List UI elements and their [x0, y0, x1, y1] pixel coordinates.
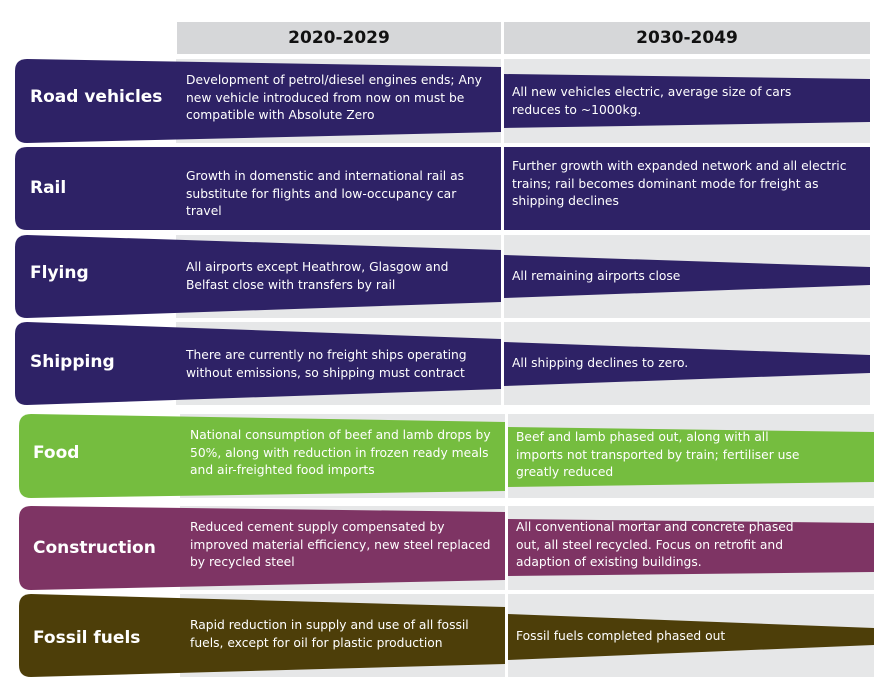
band-road-vehicles-2020	[15, 59, 501, 143]
band-flying-2020	[15, 235, 501, 318]
row-flying-2020-text: All airports except Heathrow, Glasgow an…	[186, 260, 449, 292]
band-shipping-2020	[15, 322, 501, 405]
row-shipping-2020-text: There are currently no freight ships ope…	[186, 348, 467, 380]
band-road-vehicles-2030	[504, 74, 870, 128]
header-2020-2029: 2020-2029	[177, 22, 501, 54]
row-flying-2030-text: All remaining airports close	[512, 269, 681, 283]
row-construction-2030-text: All conventional mortar and concrete pha…	[516, 520, 794, 569]
row-fossil-fuels-2020-text: Rapid reduction in supply and use of all…	[190, 618, 469, 650]
band-fossil-fuels-2020	[19, 594, 505, 677]
row-shipping-2030-text: All shipping declines to zero.	[512, 356, 689, 370]
row-road-vehicles-2030-text: All new vehicles electric, average size …	[512, 85, 792, 117]
row-label-flying: Flying	[30, 263, 89, 283]
row-label-fossil-fuels: Fossil fuels	[33, 628, 141, 648]
band-shipping-2030	[504, 342, 870, 386]
band-food-2020	[19, 414, 505, 498]
row-fossil-fuels-2030-text: Fossil fuels completed phased out	[516, 629, 726, 643]
band-flying-2030	[504, 255, 870, 298]
row-rail-2030-text: Further growth with expanded network and…	[512, 159, 847, 208]
row-label-shipping: Shipping	[30, 352, 115, 372]
band-rail-2020	[15, 147, 501, 230]
row-food-2020-text: National consumption of beef and lamb dr…	[190, 428, 491, 477]
row-label-construction: Construction	[33, 538, 156, 558]
row-label-food: Food	[33, 443, 80, 463]
row-road-vehicles-2020-text: Development of petrol/diesel engines end…	[186, 73, 482, 122]
row-label-rail: Rail	[30, 178, 67, 198]
header-2030-2049: 2030-2049	[504, 22, 870, 54]
band-food-2030	[508, 427, 874, 487]
band-fossil-fuels-2030	[508, 614, 874, 660]
band-construction-2020	[19, 506, 505, 590]
band-construction-2030	[508, 519, 874, 576]
row-food-2030-text: Beef and lamb phased out, along with all…	[516, 430, 800, 479]
row-label-road-vehicles: Road vehicles	[30, 87, 163, 107]
row-construction-2020-text: Reduced cement supply compensated by imp…	[190, 520, 491, 569]
band-rail-2030	[504, 147, 870, 230]
row-rail-2020-text: Growth in domenstic and international ra…	[186, 169, 465, 218]
